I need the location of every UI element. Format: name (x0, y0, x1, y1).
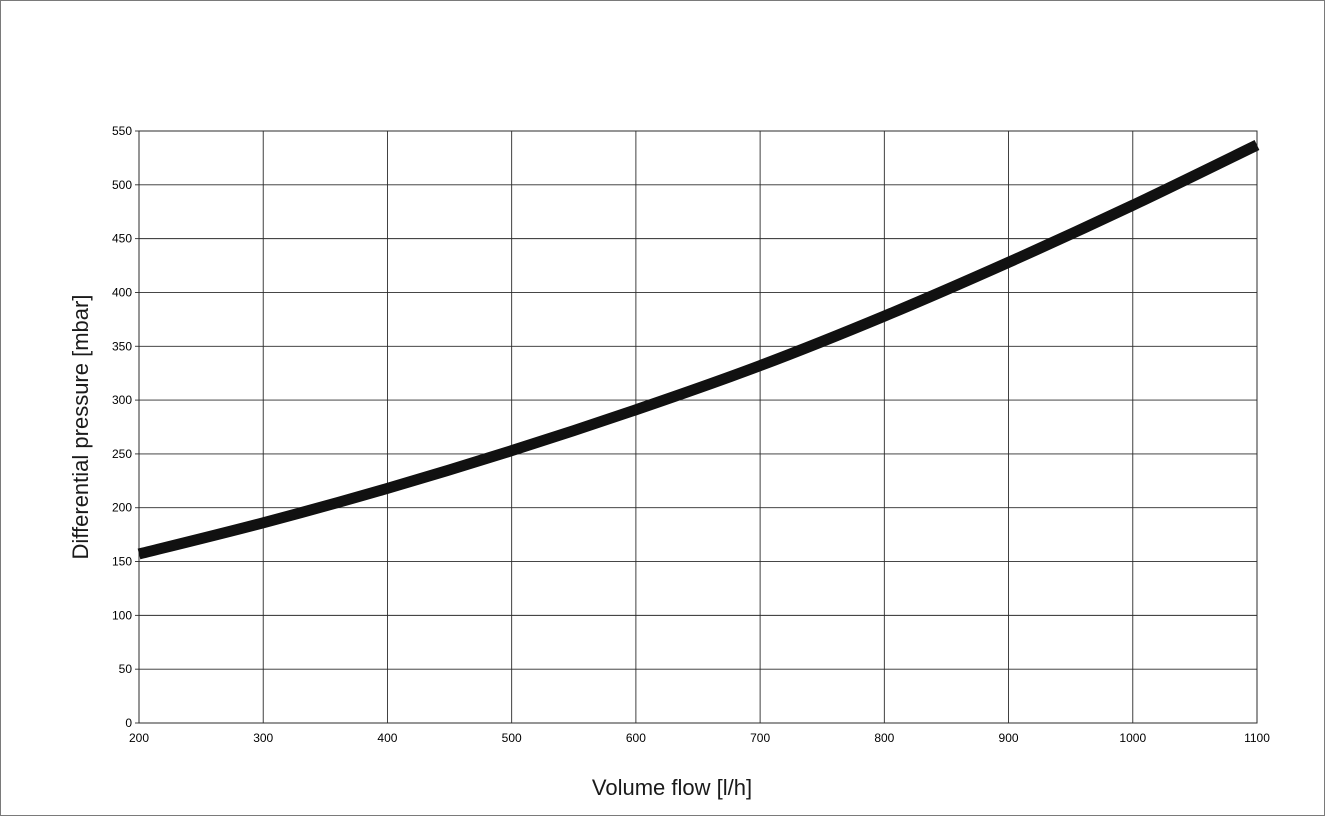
y-tick-label: 0 (125, 716, 132, 730)
plot-border (138, 130, 1258, 724)
x-tick-label: 1100 (1244, 731, 1270, 745)
x-tick-label: 400 (377, 731, 397, 745)
y-axis-title: Differential pressure [mbar] (68, 295, 93, 560)
grid (135, 130, 1258, 724)
tick-labels: 200 300 400 500 600 700 800 900 1000 1100 0 50 100 15… (112, 124, 1270, 745)
y-tick-label: 400 (112, 285, 132, 299)
y-tick-label: 450 (112, 232, 132, 246)
x-axis-title: Volume flow [l/h] (592, 775, 752, 800)
y-tick-label: 100 (112, 608, 132, 622)
series (137, 140, 1260, 560)
y-tick-label: 500 (112, 178, 132, 192)
series-line (137, 140, 1260, 560)
x-tick-label: 1000 (1119, 731, 1146, 745)
y-tick-label: 200 (112, 501, 132, 515)
y-tick-label: 350 (112, 339, 132, 353)
y-tick-label: 150 (112, 555, 132, 569)
x-tick-label: 500 (502, 731, 522, 745)
x-tick-label: 800 (874, 731, 894, 745)
x-tick-label: 200 (129, 731, 149, 745)
y-tick-label: 50 (119, 662, 133, 676)
x-tick-label: 600 (626, 731, 646, 745)
y-tick-label: 300 (112, 393, 132, 407)
x-tick-label: 900 (999, 731, 1019, 745)
x-tick-label: 700 (750, 731, 770, 745)
y-tick-label: 250 (112, 447, 132, 461)
y-tick-label: 550 (112, 124, 132, 138)
x-tick-label: 300 (253, 731, 273, 745)
